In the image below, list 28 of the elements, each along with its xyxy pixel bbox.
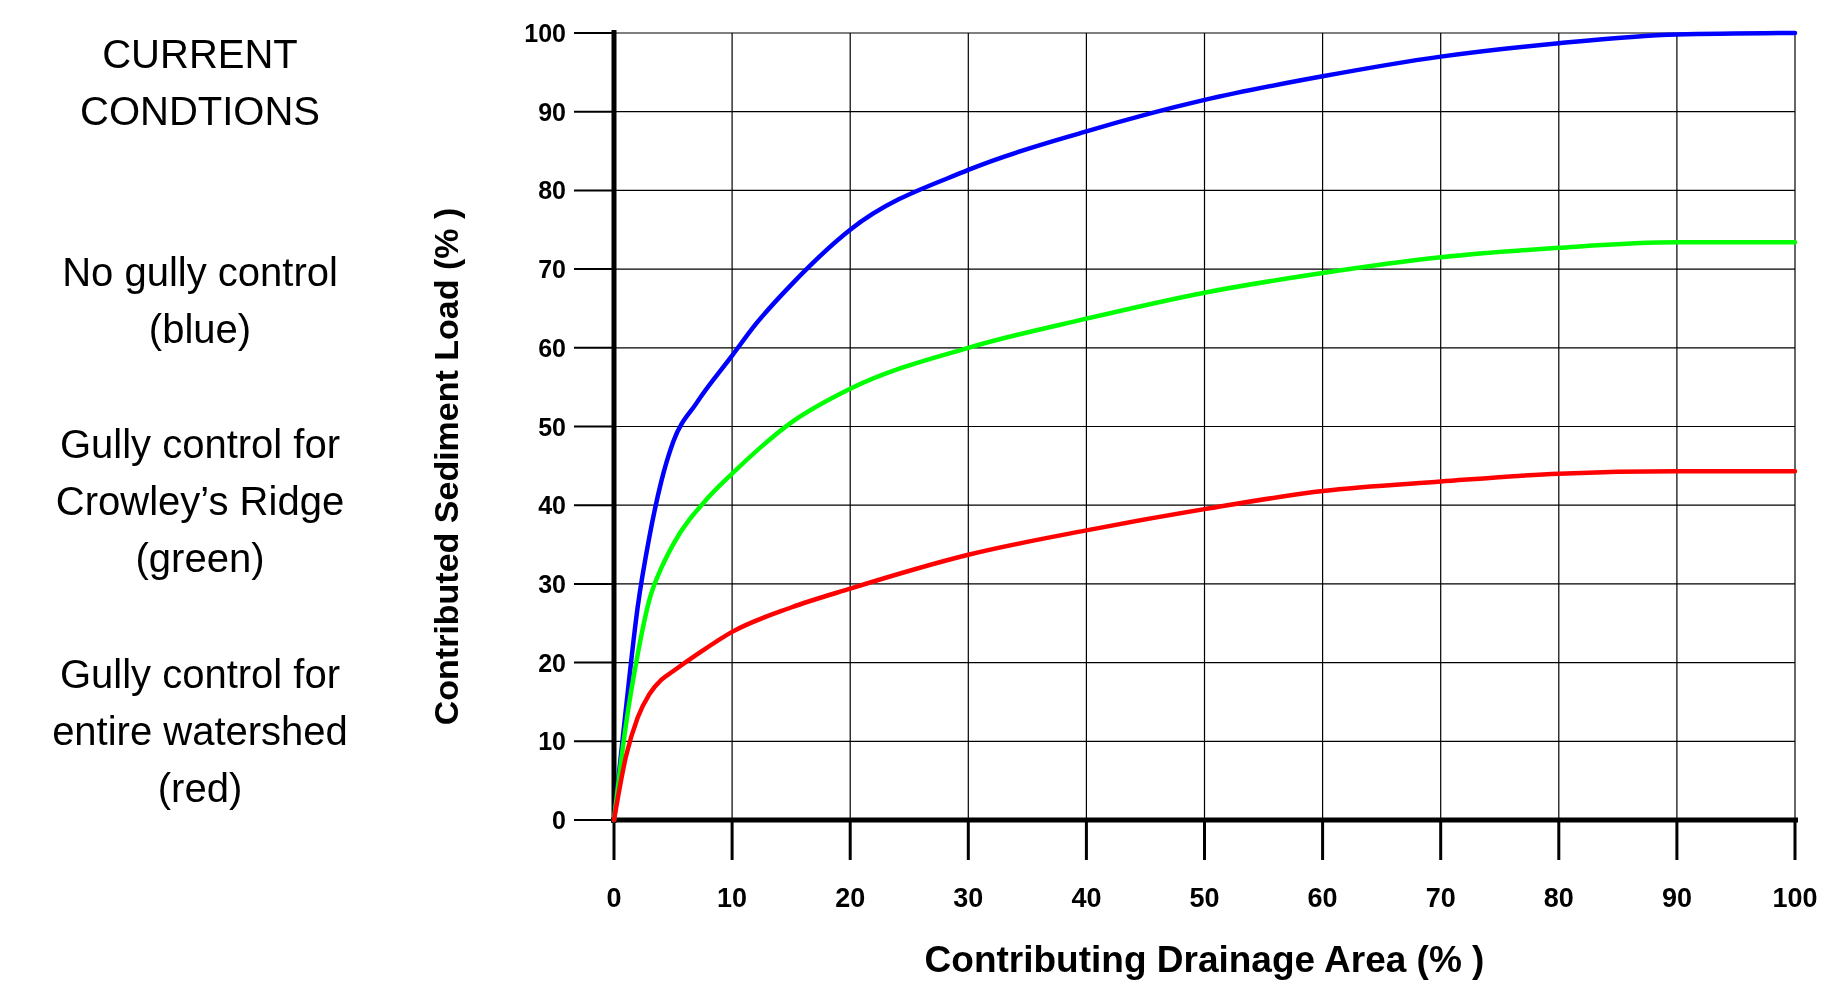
x-tick-label: 80	[1543, 883, 1574, 913]
y-axis-title: Contributed Sediment Load (% )	[427, 207, 465, 726]
y-tick-label: 0	[552, 806, 566, 834]
text: Gully control for Crowley’s Ridge (green)	[55, 422, 345, 580]
x-tick-label: 60	[1307, 883, 1338, 913]
text: Gully control for entire watershed (red)	[52, 652, 348, 810]
x-tick-label: 10	[717, 883, 748, 913]
x-axis-title: Contributing Drainage Area (% )	[924, 939, 1485, 980]
y-tick-label: 30	[538, 569, 566, 598]
y-tick-label: 70	[538, 255, 566, 284]
text: CURRENT CONDTIONS	[80, 32, 320, 133]
x-tick-label: 40	[1071, 883, 1102, 913]
x-tick-label: 100	[1772, 883, 1818, 913]
y-tick-label: 100	[524, 19, 566, 47]
y-tick-label: 40	[538, 491, 566, 520]
text: No gully control (blue)	[62, 250, 338, 351]
x-tick-label: 50	[1189, 883, 1220, 913]
x-tick-label: 20	[835, 883, 866, 913]
x-tick-label: 70	[1425, 883, 1456, 913]
y-tick-label: 80	[538, 176, 566, 205]
y-tick-label: 60	[538, 333, 566, 362]
y-tick-label: 90	[538, 97, 566, 126]
y-tick-label: 20	[538, 648, 566, 677]
y-tick-label: 50	[538, 412, 566, 441]
x-tick-label: 0	[606, 883, 622, 913]
x-tick-label: 90	[1661, 883, 1692, 913]
x-tick-label: 30	[953, 883, 984, 913]
y-tick-label: 10	[538, 727, 566, 756]
